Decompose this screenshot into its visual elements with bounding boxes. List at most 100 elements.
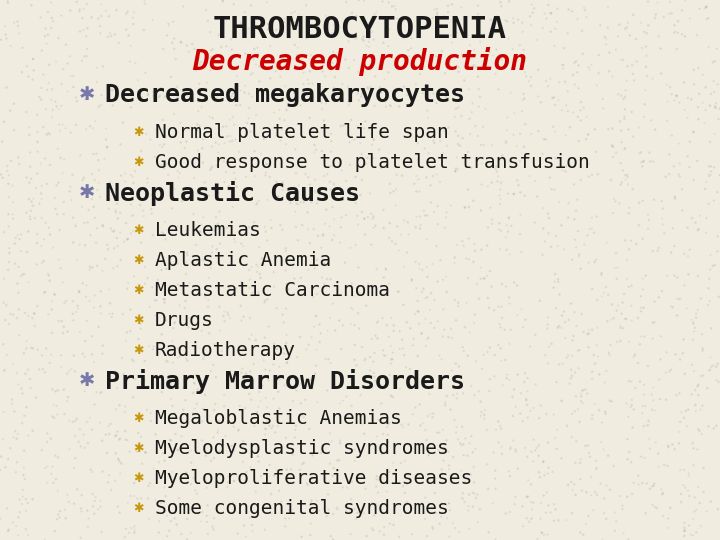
Point [86, 194, 98, 203]
Point [525, 407, 536, 415]
Point [678, 249, 690, 258]
Point [640, 271, 652, 280]
Point [237, 458, 248, 467]
Point [255, 471, 266, 480]
Point [96, 0, 107, 9]
Point [227, 202, 238, 211]
Point [197, 436, 208, 445]
Point [638, 157, 649, 166]
Point [55, 351, 67, 360]
Point [286, 9, 297, 17]
Point [333, 456, 345, 464]
Text: Decreased megakaryocytes: Decreased megakaryocytes [105, 83, 465, 107]
Point [210, 213, 222, 221]
Point [472, 518, 484, 526]
Point [695, 405, 706, 414]
Point [640, 63, 652, 71]
Point [439, 401, 451, 409]
Point [383, 0, 395, 6]
Point [409, 93, 420, 102]
Point [195, 58, 207, 66]
Point [532, 65, 544, 74]
Point [42, 85, 53, 94]
Point [634, 149, 645, 158]
Point [192, 190, 203, 198]
Point [40, 154, 51, 163]
Point [202, 302, 214, 311]
Point [261, 403, 273, 412]
Point [85, 465, 96, 474]
Point [452, 165, 464, 173]
Point [684, 163, 696, 172]
Point [12, 513, 24, 522]
Point [343, 101, 355, 110]
Point [690, 505, 702, 514]
Point [528, 498, 539, 507]
Point [403, 52, 415, 60]
Point [503, 0, 515, 5]
Point [319, 219, 330, 228]
Point [621, 170, 633, 179]
Point [479, 406, 490, 414]
Point [194, 79, 205, 88]
Point [605, 341, 616, 349]
Point [256, 260, 267, 268]
Point [3, 179, 14, 188]
Point [451, 241, 463, 249]
Point [670, 350, 681, 359]
Point [572, 195, 583, 204]
Point [622, 173, 634, 181]
Point [542, 210, 554, 218]
Point [490, 164, 501, 173]
Point [119, 408, 130, 416]
Point [508, 131, 519, 139]
Point [337, 321, 348, 329]
Point [0, 435, 9, 443]
Point [439, 127, 451, 136]
Point [104, 430, 115, 438]
Point [394, 384, 405, 393]
Point [525, 21, 536, 30]
Point [195, 227, 207, 236]
Point [251, 260, 262, 269]
Point [573, 250, 585, 259]
Point [354, 324, 365, 333]
Point [356, 176, 368, 185]
Point [607, 124, 618, 133]
Point [493, 85, 505, 94]
Point [637, 274, 649, 283]
Point [171, 354, 183, 362]
Point [137, 372, 148, 381]
Point [297, 460, 308, 469]
Point [308, 322, 320, 331]
Point [709, 102, 720, 111]
Point [639, 454, 650, 462]
Point [584, 225, 595, 233]
Point [310, 312, 322, 321]
Point [175, 138, 186, 147]
Point [143, 482, 154, 490]
Point [360, 117, 372, 126]
Point [420, 314, 431, 323]
Point [512, 15, 523, 24]
Point [512, 464, 523, 473]
Point [120, 402, 131, 411]
Point [42, 269, 54, 278]
Point [69, 431, 81, 440]
Point [358, 32, 369, 41]
Point [669, 445, 680, 454]
Point [692, 103, 703, 112]
Point [570, 458, 581, 467]
Point [224, 283, 235, 292]
Point [96, 528, 107, 536]
Point [245, 291, 256, 300]
Point [364, 189, 376, 198]
Point [556, 106, 567, 114]
Point [243, 24, 254, 33]
Point [478, 30, 490, 39]
Point [688, 320, 699, 328]
Point [648, 480, 660, 488]
Point [590, 465, 602, 474]
Point [217, 123, 229, 131]
Point [205, 53, 217, 62]
